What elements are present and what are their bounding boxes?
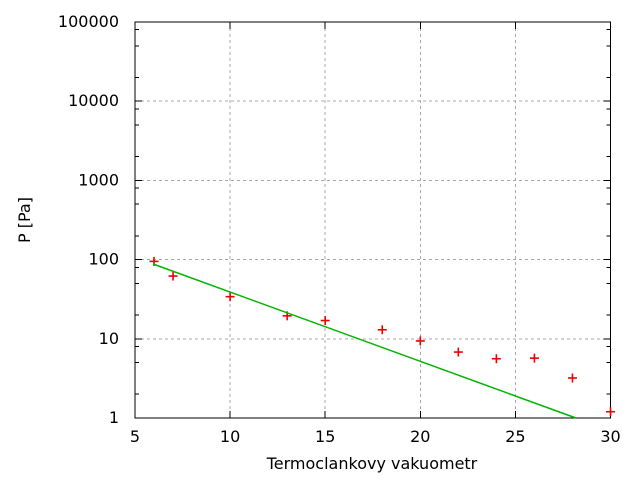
x-tick-label: 30	[600, 427, 620, 446]
data-point	[606, 407, 615, 417]
y-axis-title: P [Pa]	[15, 197, 34, 243]
y-tick-label: 100	[88, 250, 119, 269]
x-axis-title: Termoclankovy vakuometr	[266, 454, 478, 473]
data-point	[225, 292, 235, 302]
y-tick-label: 10	[99, 329, 119, 348]
fit-line	[152, 263, 577, 419]
x-tick-label: 15	[315, 427, 335, 446]
grid-layer	[135, 22, 611, 418]
y-tick-label: 10000	[68, 91, 119, 110]
data-point	[529, 353, 539, 363]
data-point	[168, 271, 178, 281]
x-tick-label: 5	[130, 427, 140, 446]
plot-border	[134, 21, 611, 419]
x-tick-label: 20	[410, 427, 430, 446]
data-point	[567, 373, 577, 383]
axes-layer	[134, 21, 611, 419]
y-tick-label: 1	[109, 408, 119, 427]
y-tick-label: 1000	[78, 170, 119, 189]
label-layer: P [Pa] Termoclankovy vakuometr 5 10 15 20 25…	[15, 12, 621, 473]
x-tick-label: 25	[505, 427, 525, 446]
y-tick-label: 100000	[58, 12, 119, 31]
data-point	[320, 316, 330, 326]
measurements	[149, 256, 615, 417]
data-point	[453, 347, 463, 357]
data-point	[491, 354, 501, 364]
data-point	[415, 336, 425, 346]
series-layer	[149, 256, 615, 419]
data-point	[377, 325, 387, 335]
x-tick-label: 10	[220, 427, 240, 446]
